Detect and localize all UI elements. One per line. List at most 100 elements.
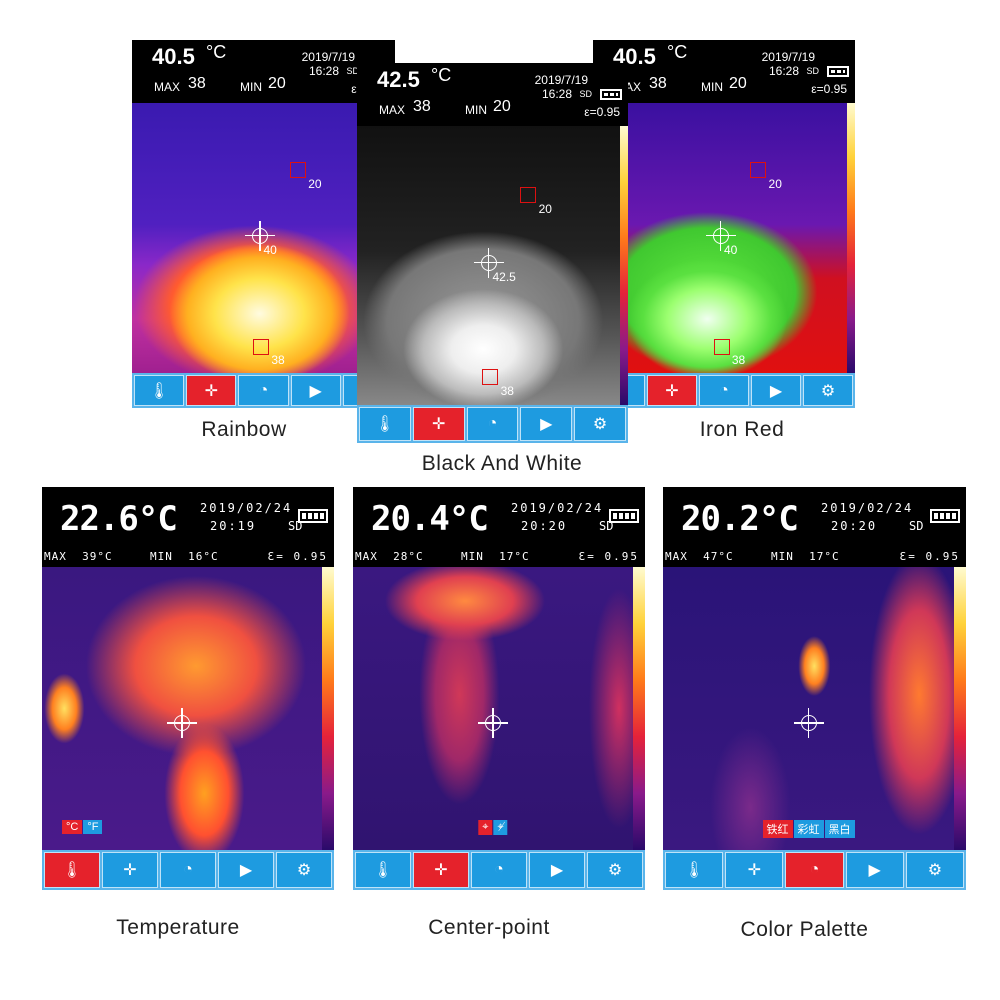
playback-icon: ▶ xyxy=(540,416,553,433)
thermometer-button[interactable]: 🌡 xyxy=(359,407,411,441)
option-chip[interactable]: 铁红 xyxy=(762,820,793,838)
cold-spot-label: 20 xyxy=(538,202,552,216)
sd-indicator: SD xyxy=(346,66,359,76)
settings-button[interactable]: ⚙ xyxy=(276,852,332,888)
sd-indicator: SD xyxy=(909,519,924,533)
date: 2019/7/19 xyxy=(534,73,588,87)
temp-unit: °C xyxy=(206,42,227,62)
caption-rainbow: Rainbow xyxy=(201,418,287,441)
option-chip[interactable]: 彩虹 xyxy=(793,820,824,838)
palette-icon: ◔ xyxy=(719,381,729,399)
option-chip[interactable]: 黑白 xyxy=(824,820,855,838)
crosshair-button[interactable]: ✛ xyxy=(725,852,784,888)
min-label: MIN xyxy=(465,103,487,117)
caption-center-point: Center-point xyxy=(428,916,550,939)
caption-color palette: Color Palette xyxy=(740,918,869,941)
cold-spot-marker xyxy=(289,161,306,178)
time: 20:19 xyxy=(210,519,257,533)
crosshair-icon: ✛ xyxy=(431,416,446,433)
thermometer-icon: 🌡 xyxy=(61,862,83,879)
time: 20:20 xyxy=(831,519,878,533)
playback-icon: ▶ xyxy=(550,862,564,879)
palette-icon: ◔ xyxy=(258,381,269,399)
crosshair-button[interactable]: ✛ xyxy=(413,852,469,888)
crosshair-marker xyxy=(705,220,736,251)
settings-button[interactable]: ⚙ xyxy=(587,852,643,888)
option-chip[interactable]: ⌖ xyxy=(478,820,493,835)
thermometer-icon: 🌡 xyxy=(372,862,394,879)
time: 16:28 xyxy=(768,64,799,78)
center-temperature: 40.5 xyxy=(152,44,195,69)
playback-button[interactable]: ▶ xyxy=(845,852,904,888)
emissivity: Ɛ= 0.95 xyxy=(899,550,960,563)
palette-button[interactable]: ◔ xyxy=(471,852,527,888)
crosshair-button[interactable]: ✛ xyxy=(102,852,158,888)
max-label: MAX xyxy=(154,80,181,94)
center-temperature: 42.5 xyxy=(377,67,420,92)
thermal-screen-center-point: 20.4°C 2019/02/24 20:20 SD MAX 28°C MIN … xyxy=(353,487,645,890)
crosshair-button[interactable]: ✛ xyxy=(647,375,697,406)
max-value: 38 xyxy=(649,75,667,92)
playback-button[interactable]: ▶ xyxy=(290,375,341,406)
min-value: MIN 17°C xyxy=(771,550,840,563)
palette-button[interactable]: ◔ xyxy=(160,852,216,888)
palette-button[interactable]: ◔ xyxy=(785,852,844,888)
option-chip[interactable]: ⌖̸ xyxy=(493,820,508,835)
caption-temperature: Temperature xyxy=(116,916,240,939)
settings-button[interactable]: ⚙ xyxy=(574,407,626,441)
thermal-screen-color palette: 20.2°C 2019/02/24 20:20 SD MAX 47°C MIN … xyxy=(663,487,966,890)
thermometer-icon: 🌡 xyxy=(374,416,396,433)
option-chips: 铁红 彩虹 黑白 xyxy=(762,820,855,838)
toolbar: 🌡 ✛ ◔▶⚙ xyxy=(663,850,966,890)
temp-unit: °C xyxy=(667,42,688,62)
hot-spot-label: 38 xyxy=(271,353,285,368)
playback-button[interactable]: ▶ xyxy=(520,407,573,441)
thermometer-button[interactable]: 🌡 xyxy=(134,375,185,406)
status-header: 40.5 °C 2019/7/19 16:28 SD MAX 38 MIN 20… xyxy=(132,40,395,103)
option-chip[interactable]: °C xyxy=(62,820,83,834)
time: 16:28 xyxy=(541,87,572,101)
max-value: MAX 39°C xyxy=(44,550,113,563)
center-temperature: 22.6°C xyxy=(60,499,178,539)
min-value: MIN 16°C xyxy=(150,550,219,563)
settings-button[interactable]: ⚙ xyxy=(803,375,853,406)
option-chips: ⌖ ⌖̸ xyxy=(478,820,508,835)
emissivity: ε=0.95 xyxy=(584,105,620,119)
option-chips: °C °F xyxy=(62,820,103,834)
emissivity: ε=0.95 xyxy=(811,82,847,96)
crosshair-icon: ✛ xyxy=(747,862,761,879)
crosshair-button[interactable]: ✛ xyxy=(186,375,237,406)
hot-spot-label: 38 xyxy=(731,353,746,368)
palette-icon: ◔ xyxy=(494,861,504,878)
playback-button[interactable]: ▶ xyxy=(751,375,801,406)
palette-button[interactable]: ◔ xyxy=(466,407,519,441)
toolbar: 🌡✛◔▶⚙ xyxy=(132,373,395,408)
max-value: MAX 47°C xyxy=(665,550,734,563)
center-temperature: 20.2°C xyxy=(681,499,799,539)
time: 16:28 xyxy=(308,64,339,78)
cold-spot-label: 20 xyxy=(308,176,322,191)
thermometer-button[interactable]: 🌡 xyxy=(44,852,100,888)
center-temperature: 20.4°C xyxy=(371,499,489,539)
thermometer-button[interactable]: 🌡 xyxy=(665,852,724,888)
date: 2019/7/19 xyxy=(301,50,355,64)
toolbar: 🌡 ✛ ◔ ▶ ⚙ xyxy=(42,850,334,890)
settings-icon: ⚙ xyxy=(607,862,623,879)
caption-black-and-white: Black And White xyxy=(421,452,583,475)
palette-button[interactable]: ◔ xyxy=(699,375,749,406)
palette-icon: ◔ xyxy=(183,861,193,878)
crosshair-button[interactable]: ✛ xyxy=(412,407,465,441)
thermometer-button[interactable]: 🌡 xyxy=(355,852,411,888)
center-spot-label: 40 xyxy=(263,242,277,257)
sd-indicator: SD xyxy=(579,89,592,99)
thermal-screen-temperature: 22.6°C 2019/02/24 20:19 SD MAX 39°C MIN … xyxy=(42,487,334,890)
palette-button[interactable]: ◔ xyxy=(238,375,289,406)
settings-icon: ⚙ xyxy=(296,862,312,879)
thermometer-icon: 🌡 xyxy=(148,382,170,400)
settings-button[interactable]: ⚙ xyxy=(905,852,965,888)
option-chip[interactable]: °F xyxy=(83,820,103,834)
hot-spot-marker xyxy=(713,338,730,355)
playback-button[interactable]: ▶ xyxy=(529,852,585,888)
playback-button[interactable]: ▶ xyxy=(218,852,274,888)
color-scale xyxy=(954,567,966,850)
